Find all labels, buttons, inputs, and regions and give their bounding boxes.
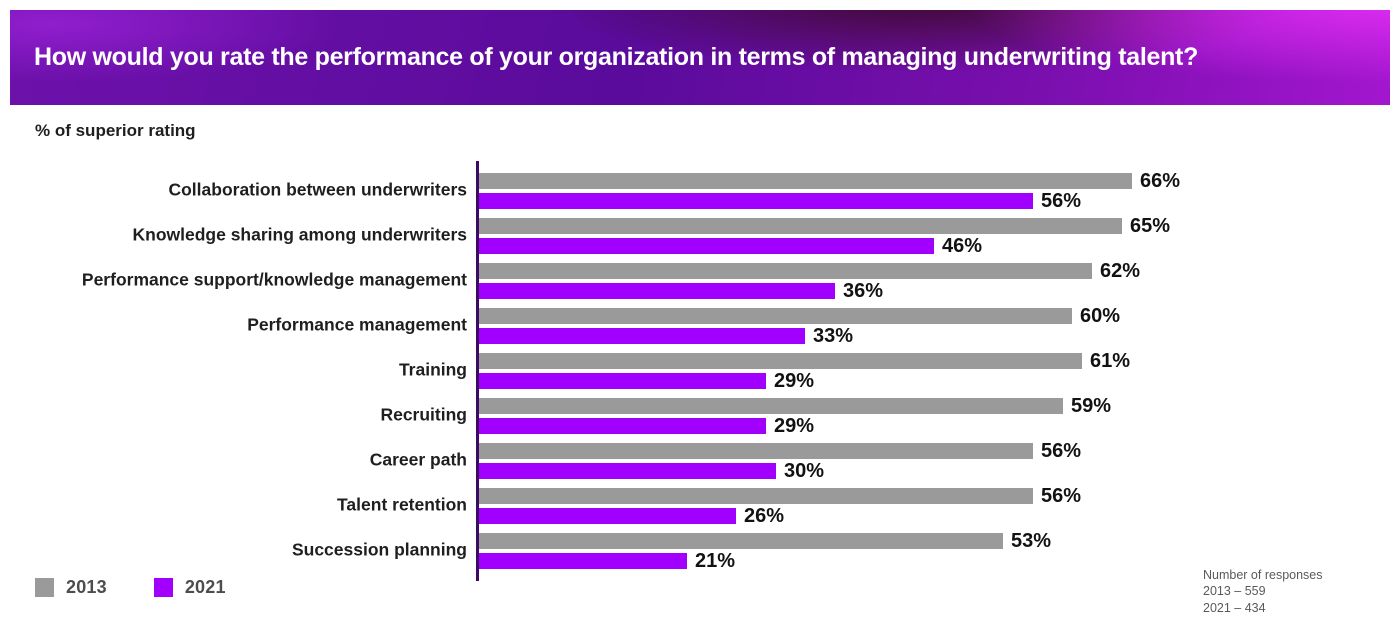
chart-row: Training 61% 29%: [0, 346, 1392, 391]
category-label: Training: [398, 359, 467, 380]
bar-2021: [479, 508, 736, 524]
value-label: 26%: [744, 505, 785, 527]
value-label: 56%: [1041, 485, 1082, 507]
bar-2021: [479, 463, 776, 479]
bar-group: 65% 46%: [479, 211, 1392, 257]
bar-line-2021: 56%: [479, 190, 1392, 212]
bar-2013: [479, 533, 1003, 549]
chart-row: Performance management 60% 33%: [0, 301, 1392, 346]
value-label: 21%: [695, 550, 736, 572]
category-label: Performance management: [247, 314, 467, 335]
bar-group: 62% 36%: [479, 256, 1392, 302]
category-label: Talent retention: [337, 494, 467, 515]
bar-group: 61% 29%: [479, 346, 1392, 392]
footnote-line: Number of responses: [1203, 568, 1323, 582]
value-label: 56%: [1041, 190, 1082, 212]
bar-line-2021: 29%: [479, 415, 1392, 437]
bar-2013: [479, 308, 1072, 324]
page-title: How would you rate the performance of yo…: [34, 43, 1199, 72]
bar-2021: [479, 283, 835, 299]
value-label: 29%: [774, 415, 815, 437]
responses-footnote: Number of responses 2013 – 559 2021 – 43…: [1203, 567, 1323, 616]
legend-item-2021: 2021: [153, 577, 226, 598]
bar-line-2021: 36%: [479, 280, 1392, 302]
legend-label-2021: 2021: [184, 577, 226, 597]
bar-2021: [479, 418, 766, 434]
value-label: 53%: [1011, 530, 1052, 552]
legend-label-2013: 2013: [66, 577, 107, 597]
value-label: 62%: [1100, 260, 1141, 282]
bar-line-2021: 26%: [479, 505, 1392, 527]
value-label: 56%: [1041, 440, 1082, 462]
bar-2013: [479, 488, 1033, 504]
legend-swatch-2021: [153, 578, 173, 597]
chart-legend: 2013 2021: [35, 577, 273, 598]
chart-row: Knowledge sharing among underwriters 65% 4…: [0, 211, 1392, 256]
bar-line-2013: 59%: [479, 395, 1392, 417]
chart-axis-line: [476, 161, 479, 581]
bar-line-2013: 66%: [479, 170, 1392, 192]
chart-row: Talent retention 56% 26%: [0, 481, 1392, 526]
bar-group: 53% 21%: [479, 526, 1392, 572]
bar-2021: [479, 553, 687, 569]
category-label: Knowledge sharing among underwriters: [132, 224, 468, 245]
chart-row: Performance support/knowledge management…: [0, 256, 1392, 301]
value-label: 60%: [1080, 305, 1121, 327]
bar-group: 59% 29%: [479, 391, 1392, 437]
value-label: 61%: [1090, 350, 1131, 372]
bar-line-2013: 56%: [479, 440, 1392, 462]
bar-line-2021: 21%: [479, 550, 1392, 572]
bar-line-2013: 53%: [479, 530, 1392, 552]
category-label: Career path: [369, 449, 467, 470]
title-banner: How would you rate the performance of yo…: [10, 10, 1390, 105]
bar-2013: [479, 218, 1122, 234]
bar-line-2021: 30%: [479, 460, 1392, 482]
bar-group: 60% 33%: [479, 301, 1392, 347]
bar-line-2013: 62%: [479, 260, 1392, 282]
bar-line-2013: 61%: [479, 350, 1392, 372]
bar-line-2021: 46%: [479, 235, 1392, 257]
value-label: 59%: [1071, 395, 1112, 417]
bar-line-2013: 56%: [479, 485, 1392, 507]
chart-row: Collaboration between underwriters 66% 56%: [0, 166, 1392, 211]
category-label: Recruiting: [380, 404, 467, 425]
bar-line-2013: 60%: [479, 305, 1392, 327]
bar-line-2013: 65%: [479, 215, 1392, 237]
legend-swatch-2013: [35, 578, 54, 597]
chart-row: Succession planning 53% 21%: [0, 526, 1392, 571]
chart-row: Recruiting 59% 29%: [0, 391, 1392, 436]
bar-group: 56% 26%: [479, 481, 1392, 527]
bar-2021: [479, 193, 1033, 209]
category-label: Collaboration between underwriters: [168, 179, 467, 200]
bar-line-2021: 29%: [479, 370, 1392, 392]
bar-line-2021: 33%: [479, 325, 1392, 347]
bar-2013: [479, 263, 1092, 279]
bar-2021: [479, 373, 766, 389]
bar-group: 66% 56%: [479, 166, 1392, 212]
value-label: 33%: [813, 325, 854, 347]
footnote-line: 2013 – 559: [1203, 584, 1266, 599]
bar-2021: [479, 238, 934, 254]
legend-item-2013: 2013: [35, 577, 107, 598]
chart-subtitle: % of superior rating: [35, 121, 196, 140]
bar-2013: [479, 353, 1082, 369]
value-label: 46%: [942, 235, 983, 257]
category-label: Succession planning: [291, 539, 467, 560]
bar-2013: [479, 443, 1033, 459]
bar-2013: [479, 173, 1132, 189]
value-label: 66%: [1140, 170, 1181, 192]
chart-row: Career path 56% 30%: [0, 436, 1392, 481]
value-label: 36%: [843, 280, 884, 302]
chart-rows: Collaboration between underwriters 66% 56%…: [0, 166, 1392, 571]
footnote-line: 2021 – 434: [1203, 600, 1266, 615]
value-label: 30%: [784, 460, 825, 482]
category-label: Performance support/knowledge management: [81, 269, 467, 290]
value-label: 29%: [774, 370, 815, 392]
bar-group: 56% 30%: [479, 436, 1392, 482]
bar-2021: [479, 328, 805, 344]
bar-2013: [479, 398, 1063, 414]
value-label: 65%: [1130, 215, 1171, 237]
